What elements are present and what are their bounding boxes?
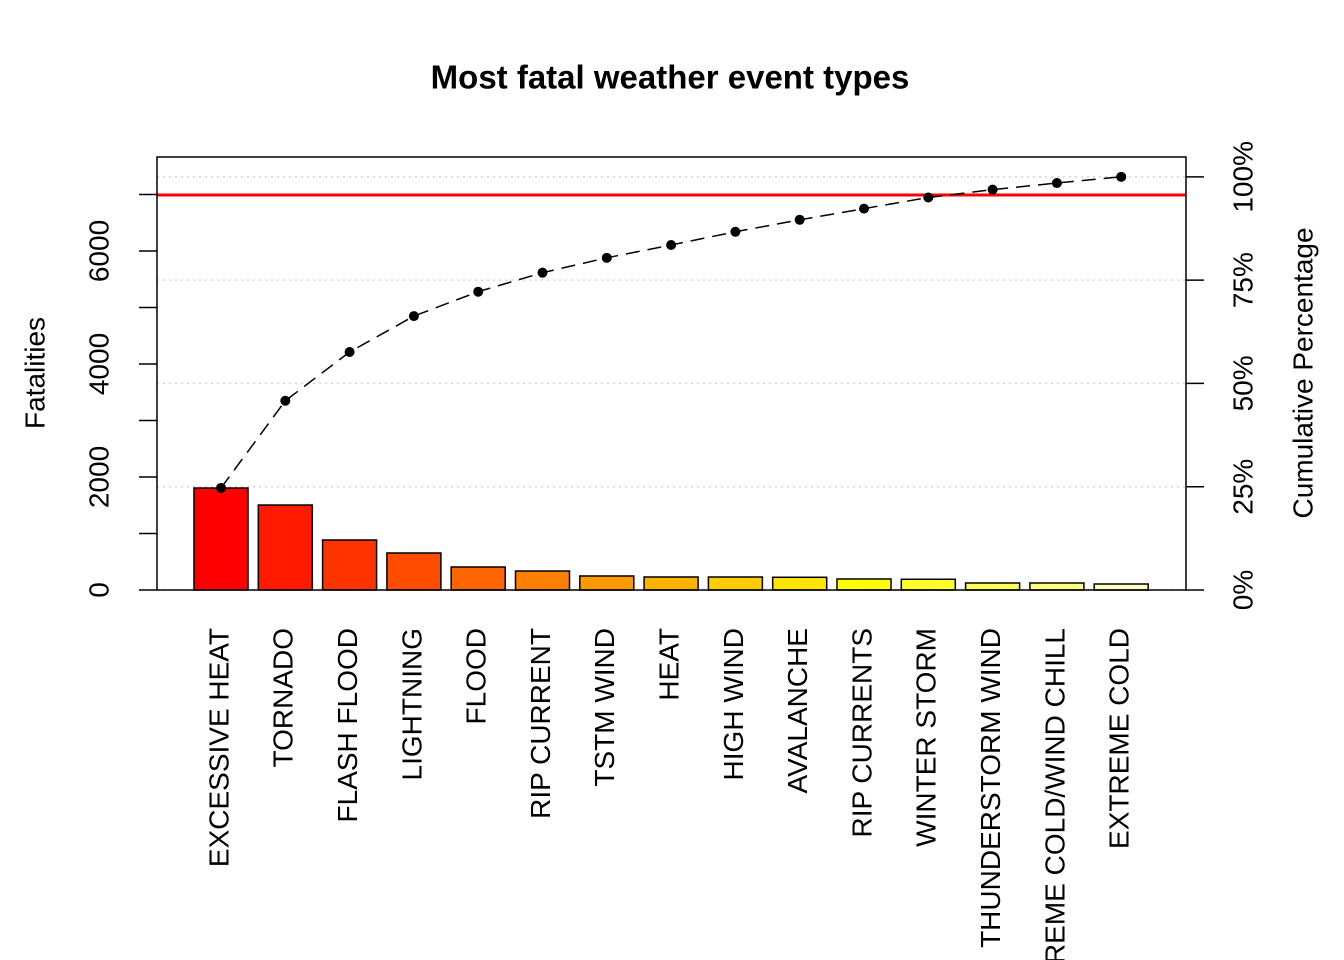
cumulative-point xyxy=(601,252,612,263)
bar xyxy=(579,575,635,591)
x-tick-label: HEAT xyxy=(653,628,684,701)
y2-tick-label: 0% xyxy=(1227,570,1258,610)
y2-tick-label: 100% xyxy=(1227,141,1258,213)
bar xyxy=(900,578,957,591)
bar xyxy=(257,504,314,591)
cumulative-point xyxy=(344,347,355,358)
x-tick-label: THUNDERSTORM WIND xyxy=(975,628,1006,948)
bar xyxy=(643,576,699,591)
cumulative-point xyxy=(1051,178,1062,189)
y2-axis-title: Cumulative Percentage xyxy=(1287,227,1318,518)
cumulative-point xyxy=(794,214,805,225)
x-tick-label: FLASH FLOOD xyxy=(332,628,363,822)
y2-tick-label: 75% xyxy=(1227,252,1258,308)
x-tick-label: TORNADO xyxy=(268,628,299,768)
x-tick-label: FLOOD xyxy=(461,628,492,724)
bar xyxy=(1093,583,1149,591)
x-tick-label: RIP CURRENT xyxy=(525,628,556,819)
cumulative-point xyxy=(1116,171,1127,182)
cumulative-point xyxy=(408,311,419,322)
x-tick-label: TSTM WIND xyxy=(589,628,620,787)
bar xyxy=(707,576,764,591)
bar xyxy=(771,576,828,591)
y2-tick-label: 50% xyxy=(1227,355,1258,411)
y-tick-label: 0 xyxy=(83,582,114,598)
cumulative-point xyxy=(987,184,998,195)
bar xyxy=(193,487,249,591)
y-axis-title: Fatalities xyxy=(19,317,50,429)
bar xyxy=(1029,582,1085,591)
cumulative-point xyxy=(280,395,291,406)
y-tick-label: 4000 xyxy=(83,333,114,395)
x-tick-label: AVALANCHE xyxy=(782,628,813,793)
cumulative-line xyxy=(220,176,1122,489)
bar xyxy=(386,552,442,591)
x-tick-label: HIGH WIND xyxy=(718,628,749,780)
y-tick-label: 6000 xyxy=(83,220,114,282)
chart-title: Most fatal weather event types xyxy=(431,59,910,96)
cumulative-point xyxy=(666,240,677,251)
x-tick-label: EXTREME COLD/WIND CHILL xyxy=(1039,628,1070,960)
x-tick-label: WINTER STORM xyxy=(911,628,942,847)
bar xyxy=(450,566,506,591)
cumulative-point xyxy=(923,192,934,203)
cumulative-point xyxy=(859,203,869,214)
bar xyxy=(964,582,1021,591)
y2-tick-label: 25% xyxy=(1227,459,1258,515)
x-tick-label: LIGHTNING xyxy=(396,628,427,780)
bar xyxy=(321,539,378,591)
cumulative-point xyxy=(537,267,548,278)
cumulative-point xyxy=(473,286,484,297)
x-tick-label: EXCESSIVE HEAT xyxy=(203,628,234,867)
cumulative-point xyxy=(216,482,226,493)
x-tick-label: RIP CURRENTS xyxy=(846,628,877,838)
x-tick-label: EXTREME COLD xyxy=(1104,628,1135,849)
plot-frame xyxy=(156,156,1187,591)
y-tick-label: 2000 xyxy=(83,446,114,508)
cumulative-point xyxy=(730,226,741,237)
bar xyxy=(836,578,892,591)
bar xyxy=(514,570,571,591)
